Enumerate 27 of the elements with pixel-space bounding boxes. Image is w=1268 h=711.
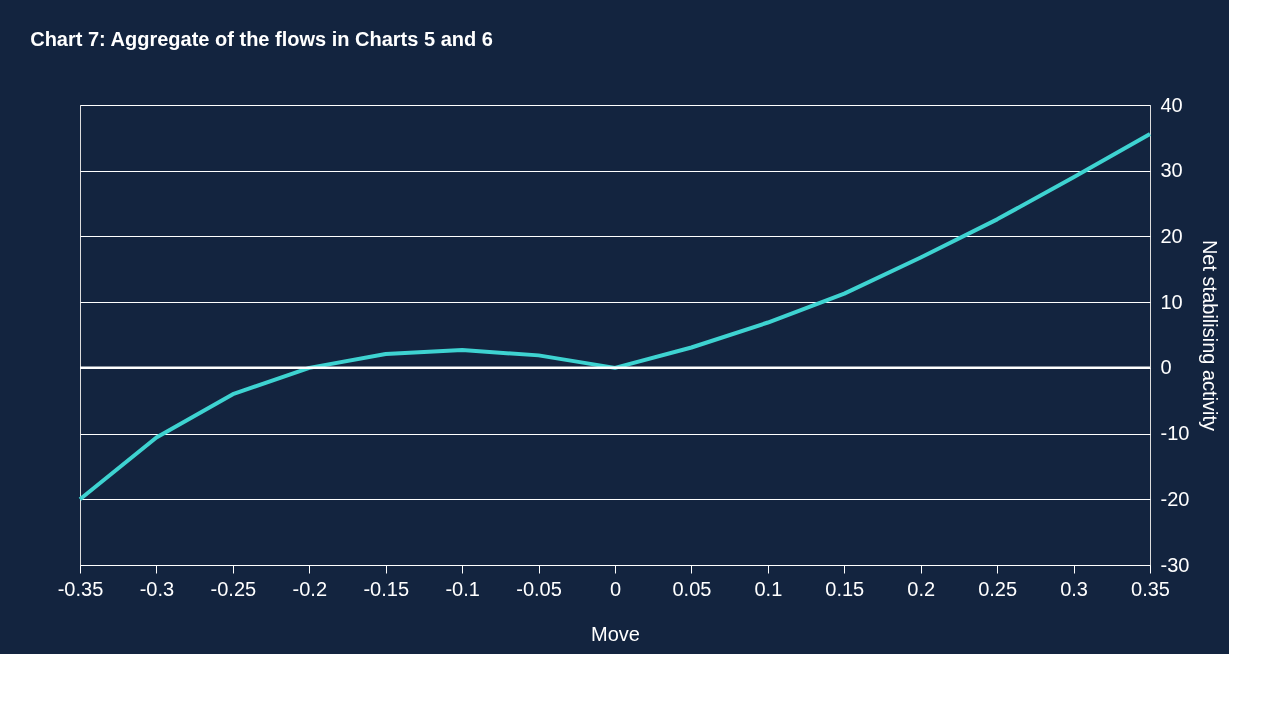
x-axis-title: Move	[591, 622, 640, 645]
x-tick-label: 0.3	[1060, 577, 1088, 600]
x-tick-label: -0.15	[363, 577, 410, 600]
x-tick-label: 0.35	[1131, 577, 1170, 600]
x-tick-label: 0.15	[825, 577, 865, 600]
x-tick-label: 0.1	[754, 577, 783, 600]
x-tick-label: -0.3	[139, 577, 175, 600]
y-tick-label: 10	[1160, 290, 1183, 313]
y-axis-title: Net stabilising activity	[1199, 239, 1222, 432]
x-tick-label: -0.2	[292, 577, 328, 600]
x-tick-label: -0.35	[57, 577, 104, 600]
x-tick-label: 0	[609, 577, 622, 600]
x-tick-label: 0.05	[672, 577, 712, 600]
chart-title: Chart 7: Aggregate of the flows in Charts 5 and 6	[30, 28, 493, 50]
y-tick-label: 30	[1160, 159, 1183, 182]
y-tick-label: 0	[1160, 356, 1172, 379]
y-tick-label: -10	[1160, 422, 1190, 445]
y-tick-label: 40	[1160, 93, 1183, 116]
y-tick-label: -30	[1160, 553, 1190, 576]
y-tick-label: -20	[1160, 487, 1190, 510]
x-tick-label: 0.2	[907, 577, 936, 600]
x-tick-label: -0.1	[445, 577, 480, 600]
x-tick-label: -0.05	[516, 577, 562, 600]
x-tick-label: 0.25	[978, 577, 1018, 600]
y-tick-label: 20	[1160, 224, 1183, 247]
line-series	[78, 131, 1152, 502]
x-tick-label: -0.25	[210, 577, 257, 600]
